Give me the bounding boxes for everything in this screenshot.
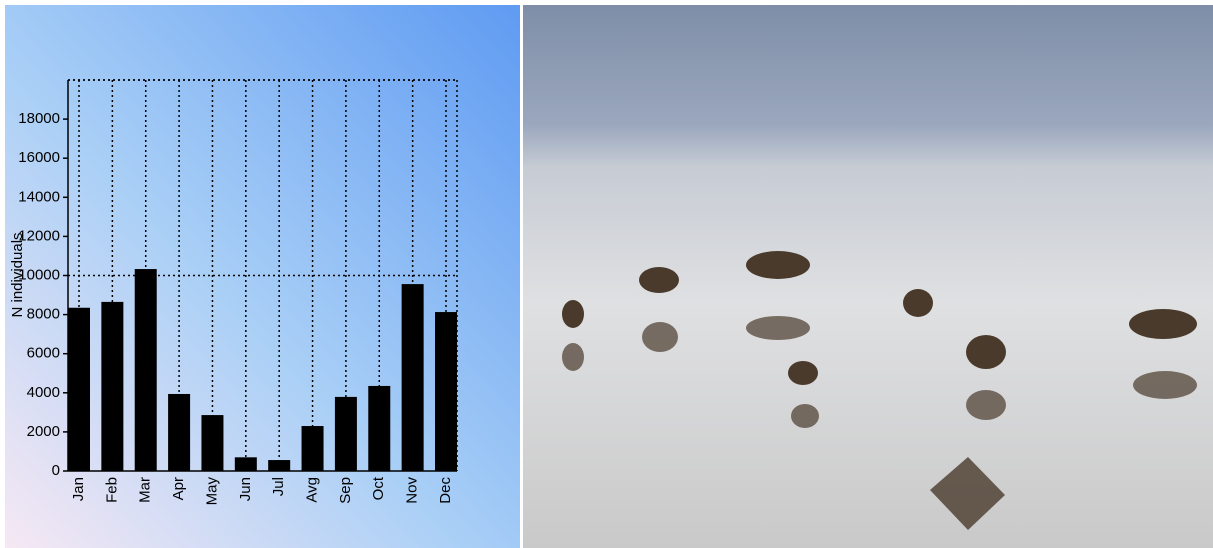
x-tick-label: Sep [337, 477, 354, 504]
x-tick-label: Feb [103, 477, 120, 503]
chart-background [5, 5, 520, 548]
x-tick-label: Jan [70, 477, 87, 501]
photo [523, 5, 1213, 548]
bar [401, 284, 424, 471]
bar [134, 269, 157, 471]
x-tick-label: Dec [437, 477, 454, 504]
x-tick-label: Oct [370, 476, 387, 500]
y-tick-label: 14000 [18, 188, 60, 205]
y-tick-label: 8000 [27, 306, 60, 323]
bar [68, 307, 90, 471]
bar [268, 460, 291, 471]
bar [168, 393, 191, 471]
bar [201, 415, 224, 471]
x-tick-label: Avg [304, 477, 321, 503]
y-tick-label: 0 [52, 462, 60, 479]
bar [368, 385, 391, 471]
bar [334, 396, 357, 471]
bar [301, 426, 324, 471]
bar [101, 301, 124, 471]
bar [234, 457, 257, 471]
x-tick-label: Apr [170, 477, 187, 500]
y-axis-label: N individuals [9, 232, 26, 317]
y-tick-label: 18000 [18, 110, 60, 127]
y-tick-label: 12000 [18, 227, 60, 244]
y-tick-label: 2000 [27, 423, 60, 440]
bar [435, 312, 457, 471]
x-tick-label: Nov [404, 477, 421, 504]
x-tick-label: Jul [270, 477, 287, 496]
x-tick-label: Jun [237, 477, 254, 501]
y-tick-label: 16000 [18, 149, 60, 166]
y-tick-label: 6000 [27, 345, 60, 362]
y-tick-label: 4000 [27, 384, 60, 401]
x-tick-label: Mar [137, 477, 154, 503]
x-tick-label: May [203, 477, 220, 506]
y-tick-label: 10000 [18, 266, 60, 283]
